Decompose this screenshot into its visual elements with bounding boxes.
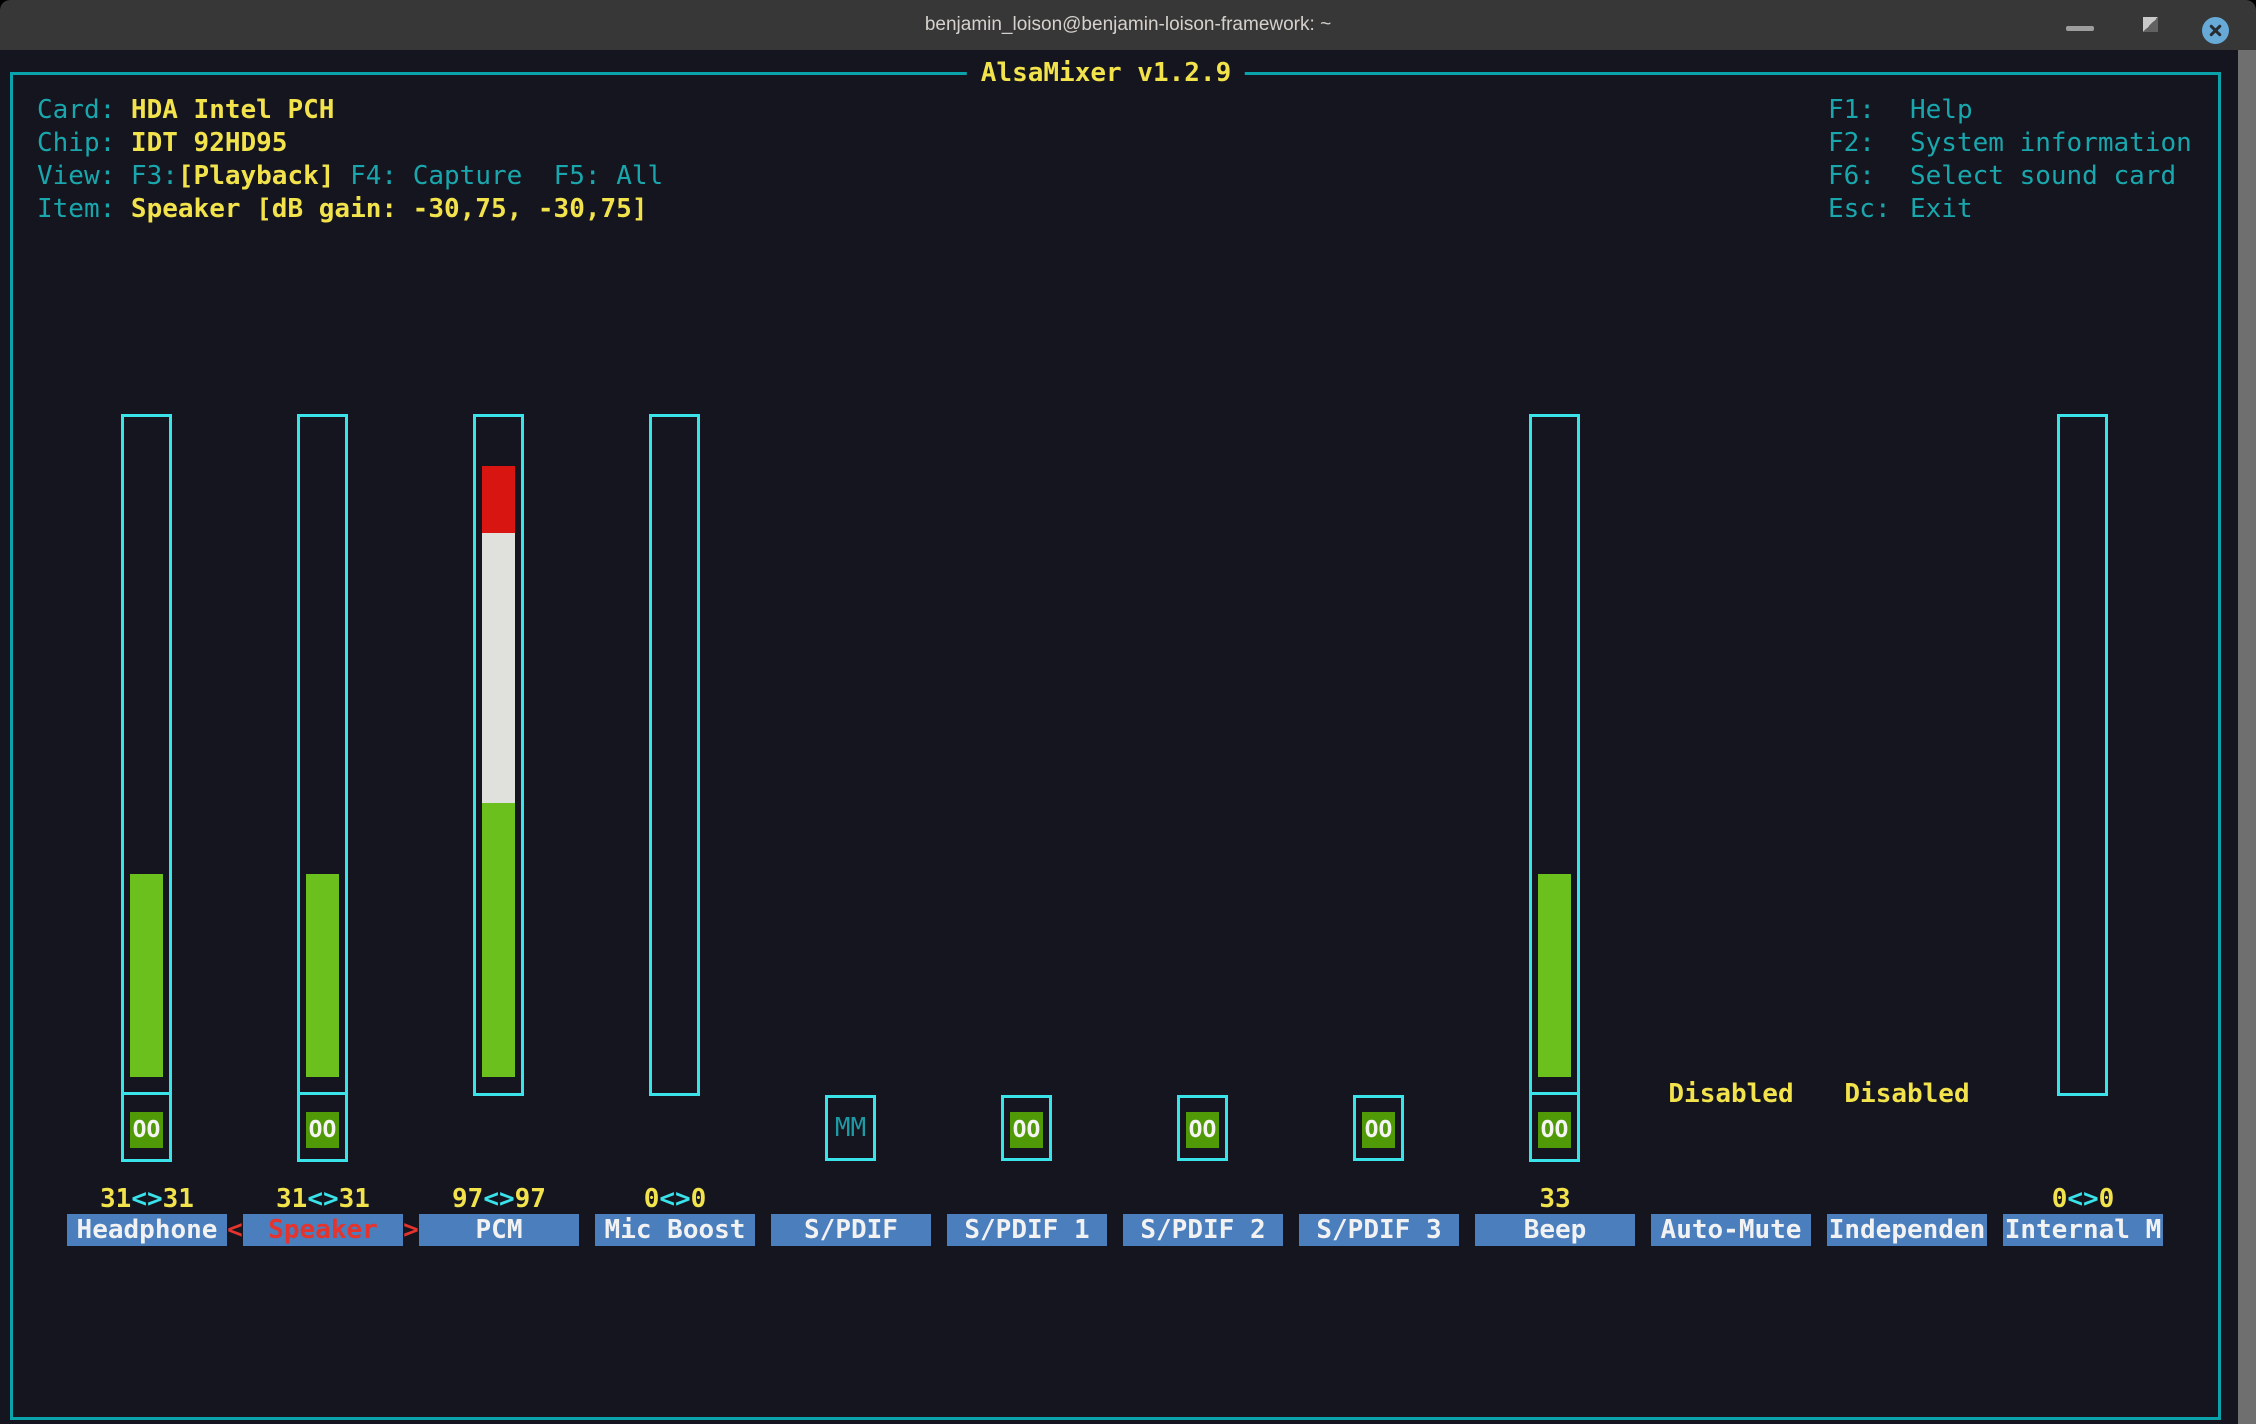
volume-fill-green-headphone bbox=[130, 874, 163, 1077]
volume-value-speaker: 31<>31 bbox=[276, 1184, 370, 1214]
help-f6-desc: Select sound card bbox=[1910, 161, 2177, 191]
selection-arrow-left: < bbox=[227, 1215, 243, 1245]
channel-bar-speaker[interactable]: OO bbox=[297, 414, 348, 1162]
card-label: Card: bbox=[37, 95, 131, 125]
minimize-button[interactable] bbox=[2066, 26, 2094, 31]
volume-fill-green-pcm bbox=[482, 803, 515, 1077]
channel-label-s-pdif-3[interactable]: S/PDIF 3 bbox=[1299, 1214, 1459, 1246]
volume-value-pcm: 97<>97 bbox=[452, 1184, 546, 1214]
channel-label-independen[interactable]: Independen bbox=[1827, 1214, 1987, 1246]
enum-value-auto-mute: Disabled bbox=[1668, 1079, 1794, 1109]
channel-label-s-pdif[interactable]: S/PDIF bbox=[771, 1214, 931, 1246]
channel-balance-separator: <> bbox=[307, 1184, 339, 1214]
enum-value-independen: Disabled bbox=[1844, 1079, 1970, 1109]
mute-indicator-s-pdif-2[interactable]: OO bbox=[1186, 1112, 1219, 1148]
view-row: View: F3:[Playback] F4: Capture F5: All bbox=[37, 162, 663, 190]
volume-value-headphone: 31<>31 bbox=[100, 1184, 194, 1214]
mute-indicator-s-pdif[interactable]: MM bbox=[834, 1113, 867, 1143]
help-f2-desc: System information bbox=[1910, 128, 2192, 158]
channel-bar-headphone[interactable]: OO bbox=[121, 414, 172, 1162]
channel-balance-separator: <> bbox=[2067, 1184, 2099, 1214]
channel-bar-s-pdif-2[interactable]: OO bbox=[1177, 1095, 1228, 1161]
bar-mute-divider-speaker bbox=[300, 1092, 345, 1095]
restore-window-icon[interactable] bbox=[2143, 17, 2158, 32]
channel-label-pcm[interactable]: PCM bbox=[419, 1214, 579, 1246]
channel-bar-s-pdif-3[interactable]: OO bbox=[1353, 1095, 1404, 1161]
mute-indicator-speaker[interactable]: OO bbox=[306, 1112, 339, 1148]
volume-fill-red-pcm bbox=[482, 466, 515, 533]
window-title: benjamin_loison@benjamin-loison-framewor… bbox=[924, 14, 1332, 35]
alsamixer-title: AlsaMixer v1.2.9 bbox=[966, 57, 1246, 89]
mute-indicator-s-pdif-1[interactable]: OO bbox=[1010, 1112, 1043, 1148]
channel-label-s-pdif-1[interactable]: S/PDIF 1 bbox=[947, 1214, 1107, 1246]
channel-label-headphone[interactable]: Headphone bbox=[67, 1214, 227, 1246]
help-f1-desc: Help bbox=[1910, 95, 1973, 125]
channel-label-mic-boost[interactable]: Mic Boost bbox=[595, 1214, 755, 1246]
titlebar: benjamin_loison@benjamin-loison-framewor… bbox=[0, 0, 2256, 50]
volume-value-mic-boost: 0<>0 bbox=[643, 1184, 707, 1214]
help-f1: F1: Help bbox=[1828, 96, 1973, 124]
volume-value-beep: 33 bbox=[1539, 1184, 1571, 1214]
channel-bar-beep[interactable]: OO bbox=[1529, 414, 1580, 1162]
mute-indicator-beep[interactable]: OO bbox=[1538, 1112, 1571, 1148]
bar-mute-divider-beep bbox=[1532, 1092, 1577, 1095]
channel-bar-mic-boost[interactable] bbox=[649, 414, 700, 1096]
help-f6-key: F6: bbox=[1828, 161, 1875, 191]
close-button[interactable] bbox=[2202, 17, 2229, 44]
channel-label-auto-mute[interactable]: Auto-Mute bbox=[1651, 1214, 1811, 1246]
help-f2: F2: System information bbox=[1828, 129, 2192, 157]
channel-label-internal-m[interactable]: Internal M bbox=[2003, 1214, 2163, 1246]
item-label: Item: bbox=[37, 194, 131, 224]
help-esc: Esc: Exit bbox=[1828, 195, 1973, 223]
mute-indicator-headphone[interactable]: OO bbox=[130, 1112, 163, 1148]
volume-value-internal-m: 0<>0 bbox=[2051, 1184, 2115, 1214]
channel-label-beep[interactable]: Beep bbox=[1475, 1214, 1635, 1246]
card-row: Card: HDA Intel PCH bbox=[37, 96, 334, 124]
channel-balance-separator: <> bbox=[131, 1184, 163, 1214]
view-label: View: F3: bbox=[37, 161, 178, 191]
chip-row: Chip: IDT 92HD95 bbox=[37, 129, 287, 157]
channel-balance-separator: <> bbox=[659, 1184, 691, 1214]
channel-bar-pcm[interactable] bbox=[473, 414, 524, 1096]
chip-label: Chip: bbox=[37, 128, 131, 158]
channel-label-speaker[interactable]: Speaker bbox=[243, 1214, 403, 1246]
volume-fill-white-pcm bbox=[482, 533, 515, 803]
help-esc-key: Esc: bbox=[1828, 194, 1891, 224]
scrollbar[interactable] bbox=[2238, 50, 2256, 1424]
bar-mute-divider-headphone bbox=[124, 1092, 169, 1095]
chip-value: IDT 92HD95 bbox=[130, 128, 288, 158]
item-value: Speaker [dB gain: -30,75, -30,75] bbox=[130, 194, 648, 224]
channel-bar-internal-m[interactable] bbox=[2057, 414, 2108, 1096]
help-f6: F6: Select sound card bbox=[1828, 162, 2176, 190]
channel-bar-s-pdif-1[interactable]: OO bbox=[1001, 1095, 1052, 1161]
volume-fill-green-speaker bbox=[306, 874, 339, 1077]
channel-label-s-pdif-2[interactable]: S/PDIF 2 bbox=[1123, 1214, 1283, 1246]
channel-balance-separator: <> bbox=[483, 1184, 515, 1214]
help-f1-key: F1: bbox=[1828, 95, 1875, 125]
mute-indicator-s-pdif-3[interactable]: OO bbox=[1362, 1112, 1395, 1148]
item-row: Item: Speaker [dB gain: -30,75, -30,75] bbox=[37, 195, 647, 223]
volume-fill-green-beep bbox=[1538, 874, 1571, 1077]
help-f2-key: F2: bbox=[1828, 128, 1875, 158]
view-active-tab: [Playback] bbox=[177, 161, 335, 191]
help-esc-desc: Exit bbox=[1910, 194, 1973, 224]
card-value: HDA Intel PCH bbox=[130, 95, 335, 125]
view-other-tabs: F4: Capture F5: All bbox=[334, 161, 664, 191]
channel-bar-s-pdif[interactable]: MM bbox=[825, 1095, 876, 1161]
selection-arrow-right: > bbox=[403, 1215, 419, 1245]
